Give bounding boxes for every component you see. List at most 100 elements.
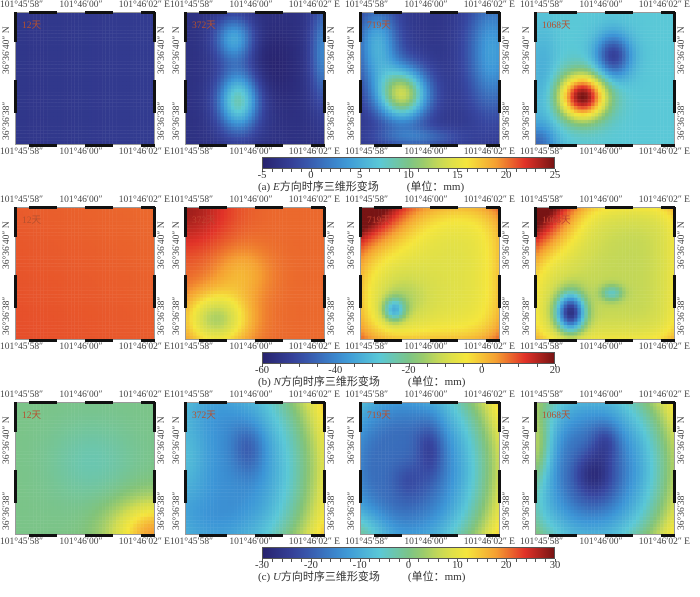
heatmap-cell (105, 85, 110, 90)
heatmap-cell (306, 130, 311, 134)
heatmap-cell (405, 102, 410, 107)
heatmap-cell (478, 44, 482, 48)
longitude-tick-label: 101°45′58″ (170, 0, 214, 10)
heatmap-cell (474, 92, 479, 96)
heatmap-cell (22, 119, 27, 124)
heatmap-cell (210, 112, 214, 117)
heatmap-cell (67, 71, 72, 76)
heatmap-cell (126, 88, 131, 93)
heatmap-cell (210, 33, 214, 38)
heatmap-cell (47, 57, 51, 62)
heatmap-cell (255, 33, 259, 38)
heatmap-cell (313, 137, 318, 141)
heatmap-cell (457, 109, 462, 114)
heatmap-cell (492, 81, 496, 86)
heatmap-cell (43, 109, 48, 114)
heatmap-cell (385, 81, 389, 86)
heatmap-cell (81, 64, 86, 69)
heatmap-cell (405, 78, 410, 83)
heatmap-cell (189, 88, 194, 93)
heatmap-cell (436, 40, 441, 45)
heatmap-cell (186, 119, 190, 124)
heatmap-cell (306, 68, 311, 72)
heatmap-cell (454, 44, 458, 48)
heatmap-cell (268, 37, 273, 41)
heatmap-cell (186, 64, 190, 69)
heatmap-cell (81, 88, 86, 93)
heatmap-cell (109, 13, 113, 17)
heatmap-cell (265, 78, 269, 83)
heatmap-cell (306, 78, 311, 83)
heatmap-cell (378, 88, 382, 93)
heatmap-cell (423, 112, 427, 117)
heatmap-cell (553, 26, 557, 31)
heatmap-cell (361, 123, 365, 127)
heatmap-cell (478, 57, 482, 62)
heatmap-cell (95, 133, 99, 138)
heatmap-cell (268, 33, 273, 38)
heatmap-cell (16, 88, 20, 93)
heatmap-cell (286, 95, 290, 100)
heatmap-cell (140, 68, 144, 72)
heatmap-cell (430, 44, 434, 48)
heatmap-cell (282, 37, 287, 41)
heatmap-cell (367, 44, 372, 48)
heatmap-cell (549, 30, 554, 34)
heatmap-cell (237, 57, 242, 62)
heatmap-cell (485, 92, 489, 96)
heatmap-cell (492, 16, 496, 21)
heatmap-cell (371, 126, 375, 131)
heatmap-cell (433, 116, 438, 121)
heatmap-cell (192, 92, 197, 96)
heatmap-cell (36, 112, 41, 117)
heatmap-cell (457, 137, 462, 141)
heatmap-cell (261, 68, 266, 72)
heatmap-cell (119, 78, 124, 83)
heatmap-cell (258, 23, 263, 27)
heatmap-cell (119, 75, 124, 79)
heatmap-cell (22, 23, 27, 27)
heatmap-cell (186, 85, 190, 90)
heatmap-cell (495, 106, 499, 110)
heatmap-cell (296, 13, 301, 17)
heatmap-cell (317, 64, 321, 69)
heatmap-cell (95, 85, 99, 90)
heatmap-cell (251, 106, 256, 110)
heatmap-cell (133, 81, 137, 86)
heatmap-cell (289, 140, 294, 144)
heatmap-cell (272, 13, 276, 17)
heatmap-cell (36, 47, 41, 52)
heatmap-cell (412, 50, 417, 55)
heatmap-cell (361, 99, 365, 103)
heatmap-cell (143, 81, 148, 86)
heatmap-cell (371, 37, 375, 41)
heatmap-cell (481, 133, 486, 138)
heatmap-cell (147, 68, 151, 72)
heatmap-cell (299, 123, 304, 127)
heatmap-cell (495, 92, 499, 96)
heatmap-cell (488, 137, 493, 141)
heatmap-cell (88, 44, 93, 48)
heatmap-cell (133, 130, 137, 134)
heatmap-cell (196, 126, 200, 131)
heatmap-cell (71, 50, 75, 55)
heatmap-cell (147, 140, 151, 144)
heatmap-cell (57, 13, 62, 17)
heatmap-cell (423, 71, 427, 76)
heatmap-cell (60, 112, 65, 117)
heatmap-cell (412, 23, 417, 27)
heatmap-cell (275, 88, 280, 93)
heatmap-cell (478, 78, 482, 83)
heatmap-cell (213, 116, 218, 121)
heatmap-cell (234, 40, 238, 45)
heatmap-cell (454, 37, 458, 41)
heatmap-cell (587, 16, 592, 21)
heatmap-cell (433, 95, 438, 100)
heatmap-cell (598, 33, 602, 38)
heatmap-cell (60, 116, 65, 121)
heatmap-cell (33, 123, 37, 127)
heatmap-cell (206, 81, 211, 86)
heatmap-cell (203, 106, 207, 110)
heatmap-cell (112, 92, 117, 96)
heatmap-cell (454, 85, 458, 90)
